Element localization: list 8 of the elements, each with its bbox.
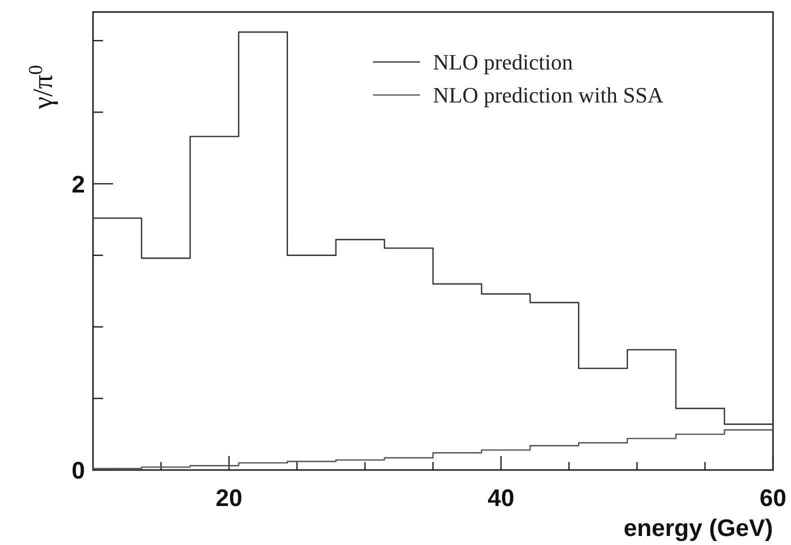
legend-label: NLO prediction with SSA xyxy=(433,82,664,108)
x-tick-label: 40 xyxy=(488,485,514,512)
legend-label: NLO prediction xyxy=(433,49,573,74)
y-tick-label: 2 xyxy=(72,171,85,198)
x-axis-title: energy (GeV) xyxy=(624,515,773,542)
x-tick-label: 20 xyxy=(216,485,242,512)
x-tick-label: 60 xyxy=(760,485,786,512)
y-tick-label: 0 xyxy=(72,458,85,485)
